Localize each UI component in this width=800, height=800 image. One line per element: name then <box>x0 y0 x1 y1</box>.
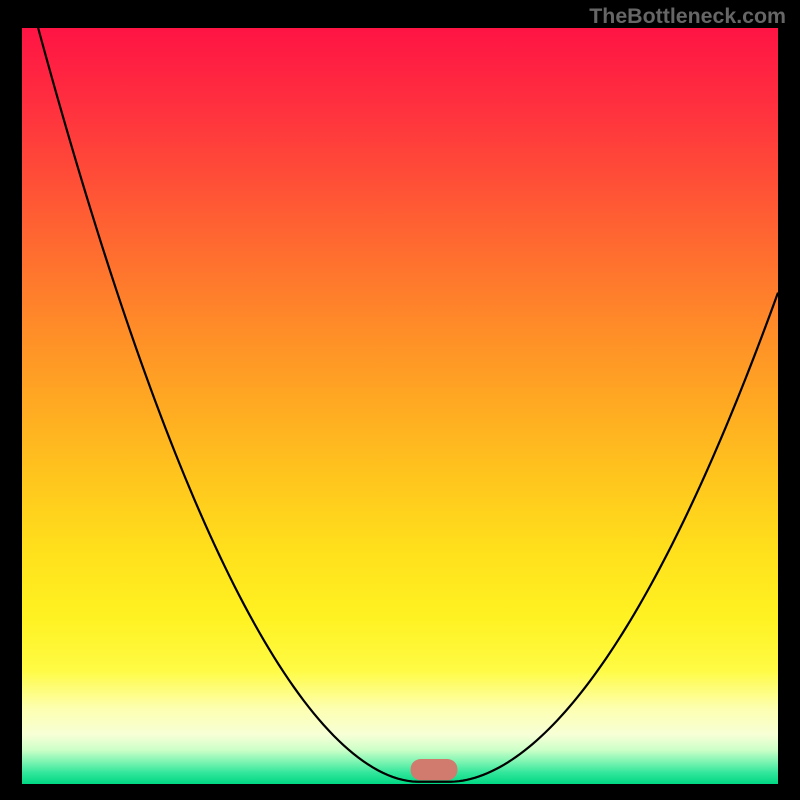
bottleneck-chart <box>22 28 778 784</box>
chart-frame: TheBottleneck.com <box>0 0 800 800</box>
optimal-point-marker <box>411 759 458 780</box>
gradient-background <box>22 28 778 784</box>
watermark-text: TheBottleneck.com <box>589 4 786 29</box>
